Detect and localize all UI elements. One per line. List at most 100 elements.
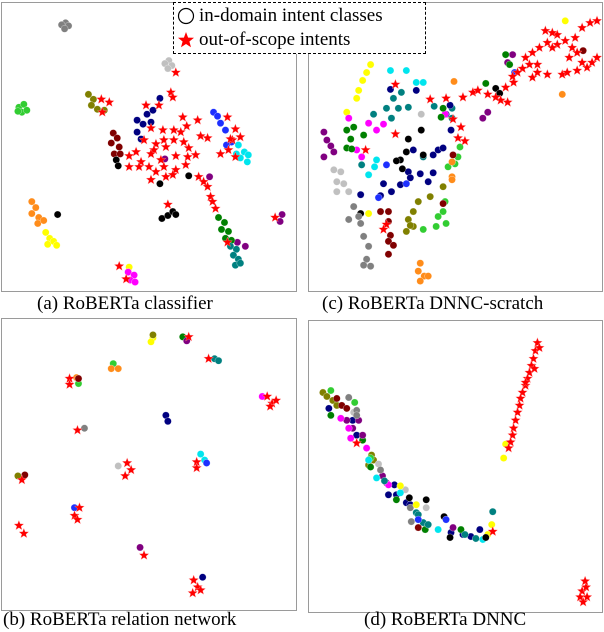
out-of-scope-point <box>195 584 206 595</box>
in-domain-point <box>372 474 381 482</box>
out-of-scope-point <box>133 161 145 172</box>
out-of-scope-point <box>527 47 538 58</box>
out-of-scope-point <box>167 91 179 102</box>
in-domain-point <box>579 46 587 55</box>
out-of-scope-point <box>529 363 540 374</box>
out-of-scope-point <box>440 92 452 103</box>
out-of-scope-point <box>157 124 169 135</box>
in-domain-point <box>354 212 363 221</box>
out-of-scope-point <box>569 32 581 43</box>
in-domain-point <box>439 207 447 216</box>
out-of-scope-point <box>514 399 525 410</box>
in-domain-point <box>344 215 353 224</box>
out-of-scope-point <box>457 91 469 102</box>
out-of-scope-point <box>188 574 199 585</box>
out-of-scope-point <box>170 66 182 78</box>
out-of-scope-point <box>125 464 137 475</box>
in-domain-point <box>416 277 425 285</box>
out-of-scope-point <box>192 114 203 125</box>
in-domain-point <box>357 153 366 161</box>
out-of-scope-point <box>472 84 484 95</box>
in-domain-point <box>323 392 331 401</box>
in-domain-point <box>278 210 286 219</box>
in-domain-point <box>236 259 245 268</box>
out-of-scope-point <box>487 525 499 537</box>
out-of-scope-point <box>591 15 602 26</box>
in-domain-point <box>384 250 393 259</box>
in-domain-point <box>107 139 116 147</box>
in-domain-point <box>558 90 567 99</box>
legend-item-out-of-scope: out-of-scope intents <box>177 28 425 52</box>
out-of-scope-point <box>153 99 165 110</box>
in-domain-point <box>397 88 406 97</box>
in-domain-point <box>422 495 431 504</box>
in-domain-point <box>398 165 407 173</box>
in-domain-point <box>382 104 391 113</box>
out-of-scope-point <box>183 142 194 153</box>
in-domain-point <box>439 199 447 208</box>
scatter-panel-b <box>1 318 297 611</box>
out-of-scope-point <box>378 223 389 234</box>
out-of-scope-point <box>571 47 583 58</box>
out-of-scope-point <box>524 58 535 70</box>
in-domain-point <box>244 151 253 159</box>
star-icon <box>178 32 194 48</box>
out-of-scope-point <box>230 123 241 134</box>
out-of-scope-point <box>74 502 85 513</box>
in-domain-point <box>202 459 211 467</box>
out-of-scope-point <box>160 141 172 152</box>
in-domain-point <box>448 158 456 166</box>
in-domain-point <box>407 517 416 526</box>
in-domain-point <box>444 163 452 171</box>
in-domain-point <box>424 177 433 186</box>
in-domain-point <box>198 573 207 582</box>
out-of-scope-point <box>130 146 142 157</box>
out-of-scope-point <box>96 93 107 104</box>
in-domain-point <box>472 534 480 543</box>
in-domain-point <box>449 523 457 532</box>
out-of-scope-point <box>190 149 201 160</box>
in-domain-point <box>412 500 421 509</box>
in-domain-point <box>330 166 338 174</box>
out-of-scope-point <box>138 549 150 560</box>
in-domain-point <box>147 338 155 346</box>
out-of-scope-point <box>532 66 543 78</box>
in-domain-point <box>437 113 445 122</box>
out-of-scope-point <box>508 422 519 433</box>
in-domain-point <box>372 156 381 164</box>
in-domain-point <box>394 104 403 113</box>
out-of-scope-point <box>202 132 213 143</box>
out-of-scope-point <box>542 37 553 48</box>
in-domain-point <box>323 136 331 144</box>
out-of-scope-point <box>482 88 494 99</box>
out-of-scope-point <box>170 164 182 175</box>
caption-a: (a) RoBERTa classifier <box>37 293 213 314</box>
legend-item-in-domain: in-domain intent classes <box>177 4 425 28</box>
out-of-scope-point <box>520 376 531 388</box>
out-of-scope-point <box>215 148 226 159</box>
in-domain-point <box>369 110 378 119</box>
out-of-scope-point <box>135 156 147 167</box>
in-domain-point <box>396 488 405 497</box>
out-of-scope-point <box>150 138 162 149</box>
out-of-scope-point <box>459 135 471 146</box>
out-of-scope-point <box>170 150 182 161</box>
in-domain-point <box>364 170 373 179</box>
in-domain-point <box>364 119 373 127</box>
in-domain-point <box>384 237 393 246</box>
out-of-scope-point <box>577 596 589 607</box>
in-domain-point <box>53 210 62 219</box>
in-domain-point <box>358 76 367 85</box>
in-domain-point <box>447 126 455 134</box>
in-domain-point <box>478 114 487 123</box>
out-of-scope-point <box>517 62 528 74</box>
in-domain-point <box>164 417 172 426</box>
in-domain-point <box>327 411 335 420</box>
in-domain-point <box>221 126 230 134</box>
in-domain-point <box>325 404 333 413</box>
in-domain-point <box>384 490 393 499</box>
out-of-scope-point <box>123 150 135 161</box>
in-domain-point <box>481 79 490 88</box>
in-domain-point <box>27 209 36 218</box>
in-domain-point <box>214 356 223 365</box>
